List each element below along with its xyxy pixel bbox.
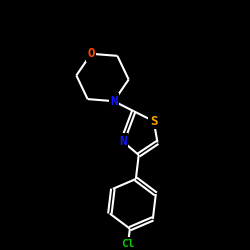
Text: O: O [88, 47, 95, 60]
Text: S: S [150, 115, 158, 128]
Text: Cl: Cl [121, 238, 135, 248]
Text: N: N [110, 95, 118, 108]
Text: N: N [119, 135, 126, 148]
